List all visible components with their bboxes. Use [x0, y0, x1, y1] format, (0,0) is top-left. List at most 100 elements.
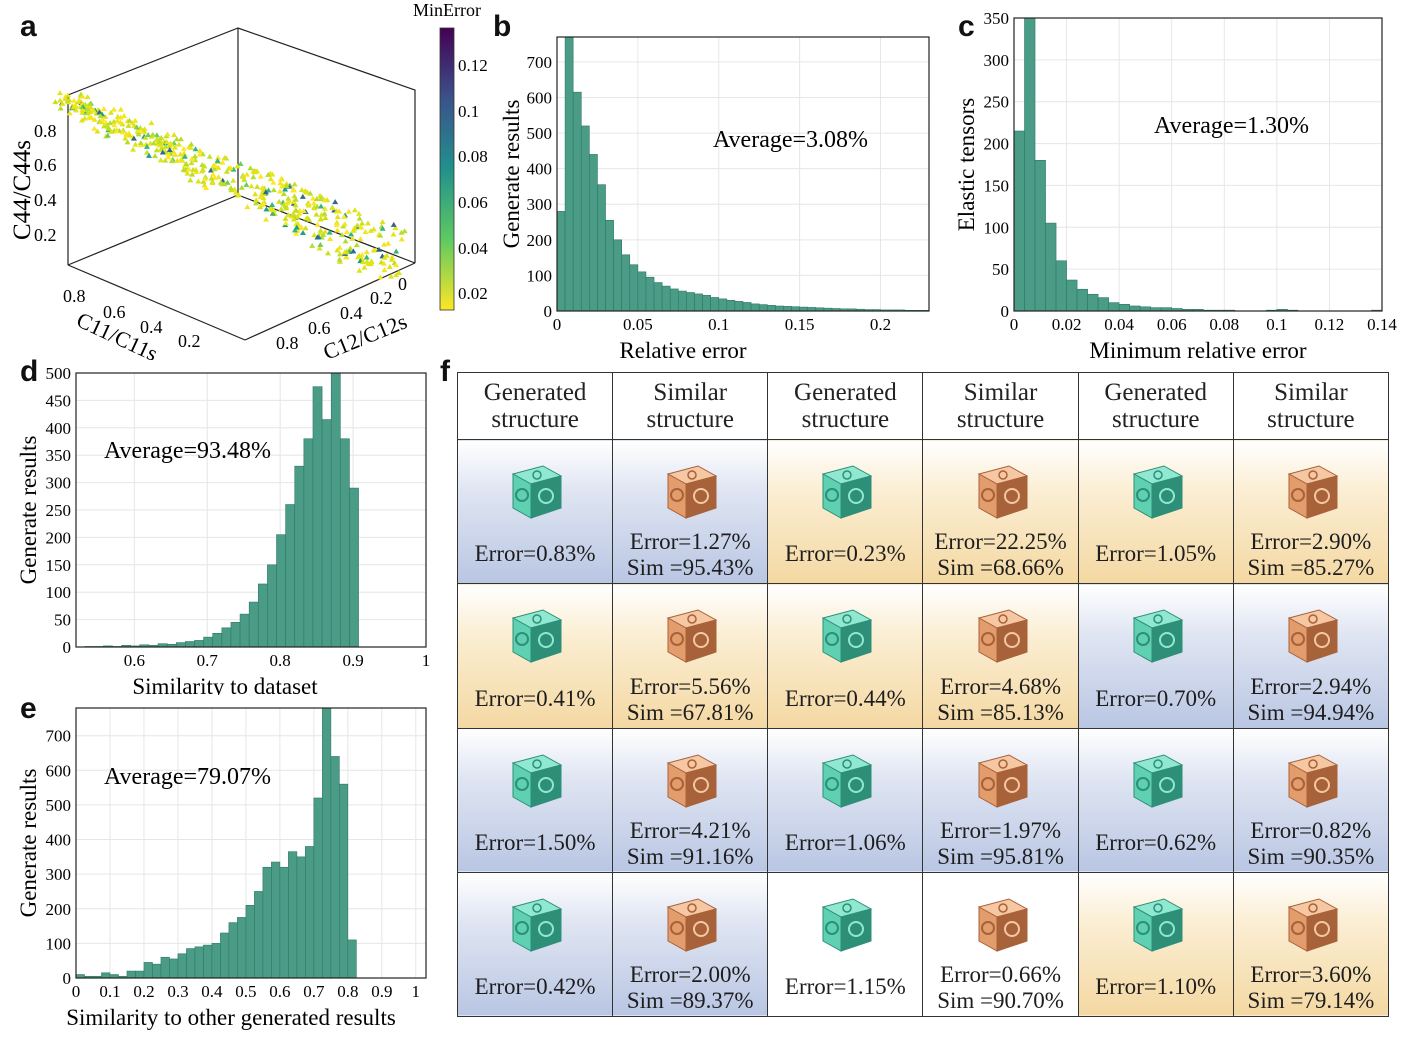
table-row: Error=1.50% Error=4.21% Sim =91.16% Error=1…: [456, 727, 1390, 873]
scatter-point: [79, 109, 86, 115]
scatter-point: [351, 207, 358, 213]
scatter-point: [318, 203, 325, 209]
scatter-point: [97, 113, 104, 119]
scatter-point: [252, 200, 259, 206]
error-value: Error=0.23%: [784, 541, 906, 567]
scatter-point: [299, 193, 306, 199]
structure-cell: Error=1.05%: [1077, 438, 1234, 585]
bar: [296, 856, 306, 979]
annotation: Average=3.08%: [713, 127, 868, 153]
scatter-point: [247, 165, 254, 171]
scatter-point: [389, 254, 396, 260]
table-row: Error=0.83% Error=1.27% Sim =95.43% Error=0…: [456, 438, 1390, 585]
annotation: Average=1.30%: [1154, 113, 1309, 139]
scatter-point: [196, 147, 203, 153]
scatter-point: [353, 242, 360, 248]
error-value: Error=1.10%: [1095, 974, 1217, 999]
error-value: Error=1.15%: [784, 974, 906, 999]
scatter-point: [356, 215, 363, 221]
error-value: Error=0.44%: [784, 685, 906, 711]
scatter-point: [343, 228, 350, 234]
generated-structure-image: [1132, 609, 1184, 664]
error-value: Error=1.06%: [784, 829, 906, 855]
scatter-point: [143, 149, 150, 155]
ztick-label: 0.8: [34, 121, 57, 141]
scatter-point: [298, 186, 305, 192]
similarity-value: Sim =94.94%: [1247, 699, 1375, 725]
scatter-point: [125, 122, 132, 128]
xlabel: Similarity to other generated results: [66, 1005, 396, 1030]
ytick-label: 350: [984, 10, 1010, 28]
scatter-point: [198, 168, 205, 174]
xtick-labels: 0 0.05 0.1 0.15 0.2: [553, 315, 891, 334]
scatter-point: [203, 185, 210, 191]
error-value: Error=0.70%: [1095, 685, 1217, 711]
structure-cell: Error=0.62%: [1077, 727, 1234, 873]
scatter-point: [195, 178, 202, 184]
panel-label-c: c: [958, 10, 975, 43]
xtick-label: 0.9: [371, 982, 392, 1001]
colorbar-tick: 0.04: [458, 239, 488, 258]
scatter-point: [291, 187, 298, 193]
scatter-point: [336, 251, 343, 257]
scatter-point: [100, 105, 107, 111]
scatter-point: [345, 208, 352, 214]
ytick-label: 350: [46, 446, 72, 465]
structure-cell: Error=0.23%: [767, 438, 924, 585]
bar: [135, 970, 145, 979]
scatter-point: [326, 229, 333, 235]
xtick-label: 0: [72, 982, 81, 1001]
bar: [312, 386, 323, 648]
bar: [702, 295, 711, 312]
similarity-value: Sim =85.13%: [937, 699, 1064, 725]
scatter-point: [252, 168, 259, 174]
bar: [294, 465, 305, 648]
colorbar-ticks: 0.12 0.1 0.08 0.06 0.04 0.02: [458, 56, 488, 303]
scatter-point: [232, 189, 239, 195]
scatter-point: [167, 140, 174, 146]
scatter-point: [325, 250, 332, 256]
scatter-point: [307, 190, 314, 196]
generated-structure-image: [1132, 753, 1184, 808]
similarity-value: Sim =67.81%: [626, 699, 754, 725]
scatter-point: [91, 116, 98, 122]
bar: [1024, 17, 1036, 312]
scatter-point: [130, 146, 137, 152]
scatter-point: [248, 183, 255, 189]
scatter-point: [210, 171, 217, 177]
bar: [1076, 288, 1088, 312]
scatter-point: [283, 205, 290, 211]
scatter-point: [243, 171, 250, 177]
scatter-point: [317, 215, 324, 221]
scatter-point: [243, 181, 250, 187]
table-row: Error=0.42% Error=2.00% Sim =89.37% Error=1…: [456, 871, 1390, 1018]
bar: [669, 288, 679, 312]
ztick-label: 0.6: [34, 155, 57, 175]
scatter-point: [207, 167, 214, 173]
scatter-point: [181, 150, 188, 156]
bar: [742, 302, 752, 312]
scatter-point: [215, 154, 222, 160]
scatter-point: [224, 179, 231, 185]
ytick-label: 50: [54, 611, 71, 630]
scatter-point: [355, 210, 362, 216]
scatter-point: [270, 187, 277, 193]
ztick-label: 0.2: [34, 225, 57, 245]
scatter-point: [285, 195, 292, 201]
bar: [230, 622, 241, 648]
scatter-point: [257, 202, 264, 208]
bar: [791, 306, 800, 312]
scatter-point: [145, 152, 152, 158]
ytick-labels: 0 50 100 150 200 250 300 350 400 450 500: [46, 364, 72, 657]
scatter-point: [111, 122, 118, 128]
colorbar: [439, 27, 455, 311]
scatter-point: [321, 210, 328, 216]
ylabel: Elastic tensors: [954, 98, 979, 232]
xtick-label: 0.8: [63, 286, 86, 306]
generated-structure-image: [511, 465, 563, 519]
scatter-point: [165, 151, 172, 157]
scatter-point: [347, 245, 354, 251]
scatter-point: [172, 144, 179, 150]
bar: [629, 264, 639, 312]
similar-structure-image: [977, 753, 1028, 808]
